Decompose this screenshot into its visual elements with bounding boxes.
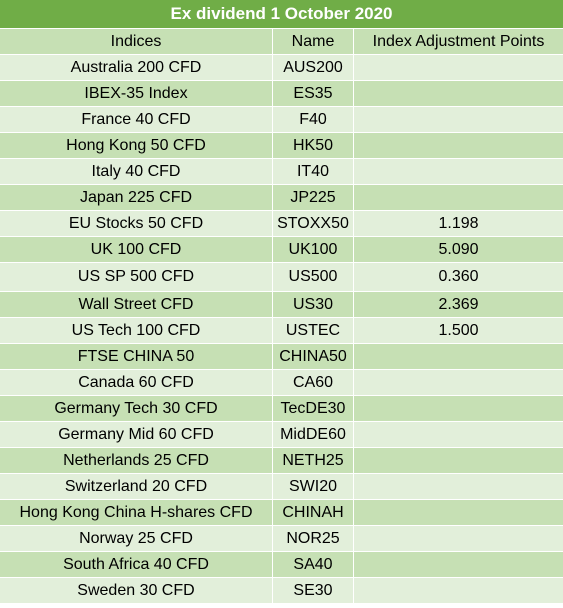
index-cell: Hong Kong China H-shares CFD [0, 500, 273, 525]
name-cell: AUS200 [273, 55, 354, 80]
name-cell: JP225 [273, 185, 354, 210]
table-row: Switzerland 20 CFD SWI20 [0, 474, 563, 500]
table-row: US SP 500 CFD US500 0.360 [0, 263, 563, 292]
index-cell: UK 100 CFD [0, 237, 273, 262]
table-row: Norway 25 CFD NOR25 [0, 526, 563, 552]
points-cell [354, 552, 563, 577]
points-cell [354, 55, 563, 80]
table-row: France 40 CFD F40 [0, 107, 563, 133]
name-cell: TecDE30 [273, 396, 354, 421]
name-cell: ES35 [273, 81, 354, 106]
index-cell: Norway 25 CFD [0, 526, 273, 551]
table-row: Germany Mid 60 CFD MidDE60 [0, 422, 563, 448]
index-cell: Germany Mid 60 CFD [0, 422, 273, 447]
table-row: Japan 225 CFD JP225 [0, 185, 563, 211]
points-cell [354, 422, 563, 447]
index-cell: US Tech 100 CFD [0, 318, 273, 343]
points-cell: 1.198 [438, 214, 479, 232]
index-cell: Netherlands 25 CFD [0, 448, 273, 473]
name-cell: F40 [273, 107, 354, 132]
points-cell [354, 526, 563, 551]
points-cell [354, 185, 563, 210]
index-cell: Japan 225 CFD [0, 185, 273, 210]
points-cell [354, 448, 563, 473]
name-cell: CA60 [273, 370, 354, 395]
index-cell: Italy 40 CFD [0, 159, 273, 184]
table-title: Ex dividend 1 October 2020 [0, 0, 563, 29]
table-row: Sweden 30 CFD SE30 [0, 578, 563, 604]
column-header-name: Name [273, 29, 354, 54]
name-cell: CHINAH [273, 500, 354, 525]
points-cell [354, 133, 563, 158]
table-row: Italy 40 CFD IT40 [0, 159, 563, 185]
index-cell: FTSE CHINA 50 [0, 344, 273, 369]
index-cell: Wall Street CFD [0, 292, 273, 317]
points-cell [354, 500, 563, 525]
index-cell: France 40 CFD [0, 107, 273, 132]
name-cell: MidDE60 [273, 422, 354, 447]
name-cell: NOR25 [273, 526, 354, 551]
header-row: Indices Name Index Adjustment Points [0, 29, 563, 55]
points-cell [354, 344, 563, 369]
name-cell: HK50 [273, 133, 354, 158]
index-cell: Hong Kong 50 CFD [0, 133, 273, 158]
index-cell: Australia 200 CFD [0, 55, 273, 80]
table-row: Hong Kong 50 CFD HK50 [0, 133, 563, 159]
table-row: Netherlands 25 CFD NETH25 [0, 448, 563, 474]
index-cell: IBEX-35 Index [0, 81, 273, 106]
column-header-adjustment-points: Index Adjustment Points [372, 32, 545, 50]
index-cell: Germany Tech 30 CFD [0, 396, 273, 421]
table-body: Indices Name Index Adjustment Points Aus… [0, 29, 563, 604]
points-cell [354, 474, 563, 499]
name-cell: UK100 [273, 237, 354, 262]
name-cell: STOXX50 [273, 211, 354, 236]
points-cell [354, 107, 563, 132]
points-cell [354, 578, 563, 603]
table-row: South Africa 40 CFD SA40 [0, 552, 563, 578]
name-cell: SWI20 [273, 474, 354, 499]
points-cell: 0.360 [438, 268, 479, 285]
table-row: Wall Street CFD US30 2.369 [0, 292, 563, 318]
name-cell: US500 [273, 263, 354, 291]
table-row: FTSE CHINA 50 CHINA50 [0, 344, 563, 370]
table-row: Canada 60 CFD CA60 [0, 370, 563, 396]
name-cell: USTEC [273, 318, 354, 343]
index-cell: US SP 500 CFD [0, 263, 273, 291]
index-cell: Switzerland 20 CFD [0, 474, 273, 499]
table-row: Hong Kong China H-shares CFD CHINAH [0, 500, 563, 526]
points-cell [354, 81, 563, 106]
table-row: US Tech 100 CFD USTEC 1.500 [0, 318, 563, 344]
name-cell: US30 [273, 292, 354, 317]
name-cell: IT40 [273, 159, 354, 184]
index-cell: Sweden 30 CFD [0, 578, 273, 603]
table-row: EU Stocks 50 CFD STOXX50 1.198 [0, 211, 563, 237]
points-cell: 5.090 [438, 240, 479, 258]
table-row: Germany Tech 30 CFD TecDE30 [0, 396, 563, 422]
points-cell: 2.369 [438, 295, 479, 313]
points-cell [354, 370, 563, 395]
table-row: IBEX-35 Index ES35 [0, 81, 563, 107]
name-cell: SE30 [273, 578, 354, 603]
points-cell [354, 159, 563, 184]
index-cell: South Africa 40 CFD [0, 552, 273, 577]
name-cell: CHINA50 [273, 344, 354, 369]
points-cell: 1.500 [438, 321, 479, 339]
name-cell: NETH25 [273, 448, 354, 473]
points-cell [354, 396, 563, 421]
name-cell: SA40 [273, 552, 354, 577]
index-cell: Canada 60 CFD [0, 370, 273, 395]
index-cell: EU Stocks 50 CFD [0, 211, 273, 236]
table-row: Australia 200 CFD AUS200 [0, 55, 563, 81]
column-header-indices: Indices [0, 29, 273, 54]
table-row: UK 100 CFD UK100 5.090 [0, 237, 563, 263]
